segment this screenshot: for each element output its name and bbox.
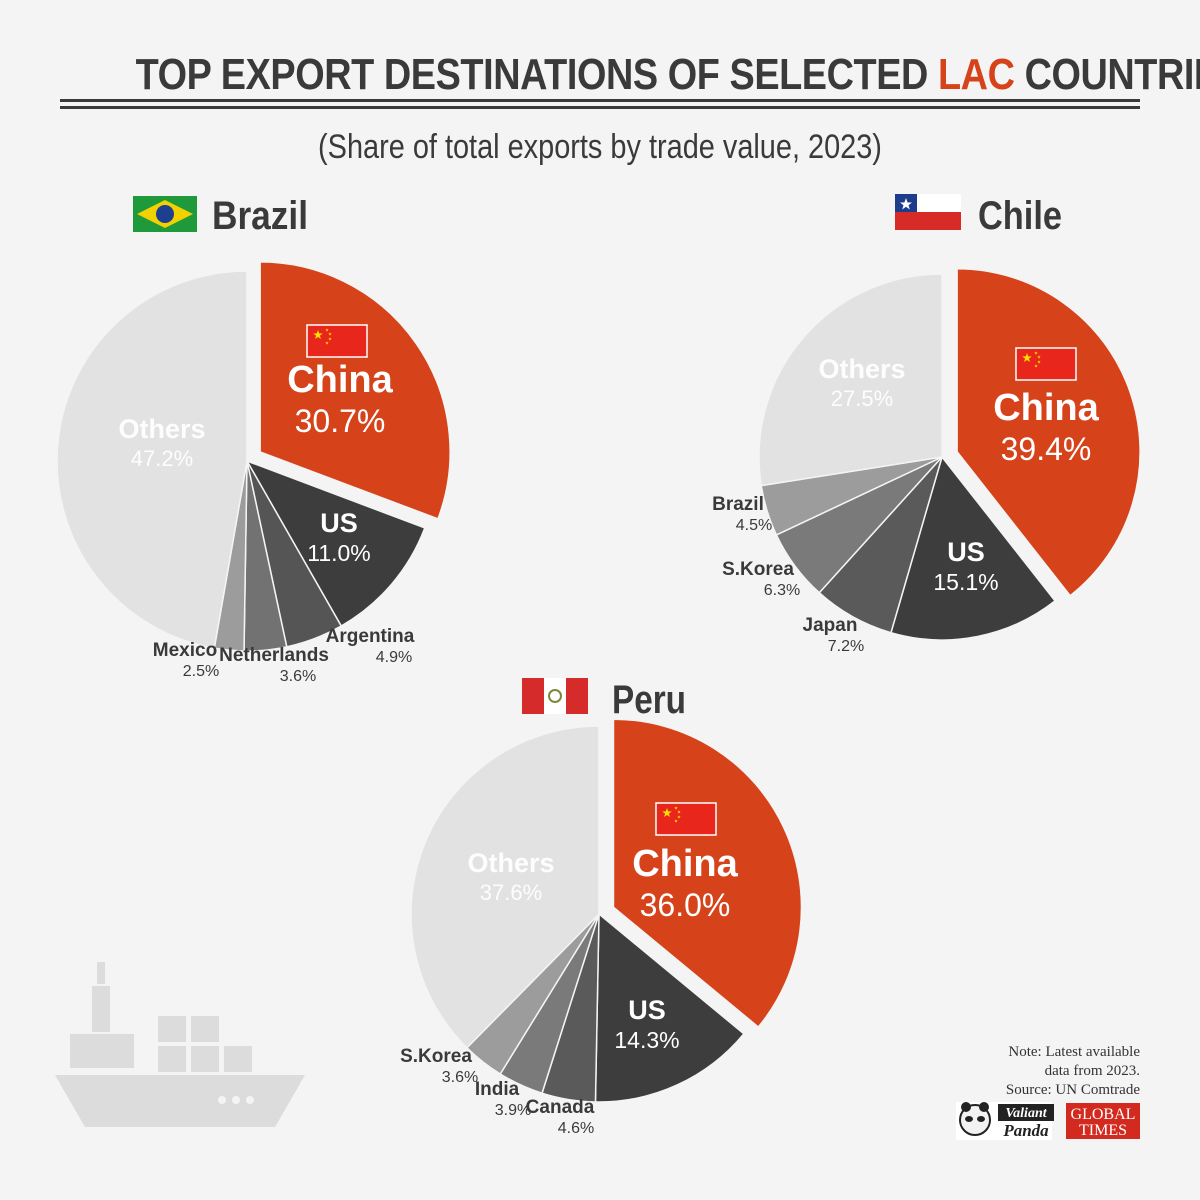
brazil-flag: [133, 196, 197, 232]
peru-us-label: US: [628, 995, 666, 1025]
title-accent: LAC: [937, 50, 1015, 99]
brazil-slice-others: [56, 270, 248, 650]
peru-china-label: China: [632, 843, 738, 885]
chile-flag: [895, 194, 961, 230]
brazil-netherlands-label: Netherlands: [219, 645, 329, 666]
chile-japan-value: 7.2%: [828, 638, 864, 655]
chile-us-label: US: [947, 537, 985, 567]
title-rule-top: [60, 99, 1140, 102]
chile-china-flag-icon: [1015, 347, 1077, 381]
peru-canada-value: 4.6%: [558, 1120, 594, 1137]
brazil-netherlands-value: 3.6%: [280, 668, 316, 685]
cargo-ship-icon: [55, 962, 305, 1127]
note-line2: data from 2023.: [1044, 1063, 1140, 1079]
global-times-line2: TIMES: [1079, 1122, 1127, 1139]
peru-s-korea-value: 3.6%: [442, 1069, 478, 1086]
source-note: Note: Latest available data from 2023. S…: [1006, 1043, 1140, 1100]
peru-title: Peru: [612, 678, 686, 722]
peru-others-value: 37.6%: [480, 880, 542, 905]
valiant-panda-logo: Valiant Panda: [956, 1102, 1054, 1140]
brazil-china-label: China: [287, 359, 393, 401]
peru-canada-label: Canada: [526, 1097, 595, 1118]
peru-india-value: 3.9%: [495, 1102, 531, 1119]
peru-china-value: 36.0%: [640, 887, 731, 923]
brazil-others-label: Others: [118, 414, 205, 444]
valiant-panda-line2: Panda: [1002, 1121, 1049, 1140]
chile-heading: Chile: [895, 194, 1062, 238]
chile-china-label: China: [993, 387, 1099, 429]
brazil-argentina-label: Argentina: [326, 626, 415, 647]
chile-brazil-label: Brazil: [712, 494, 764, 515]
title-part1: TOP EXPORT DESTINATIONS OF SELECTED: [135, 50, 938, 99]
global-times-logo: GLOBAL TIMES: [1066, 1103, 1140, 1139]
chile-slice-us: [890, 455, 1057, 641]
chile-slice-china: [956, 268, 1141, 597]
peru-s-korea-label: S.Korea: [400, 1046, 472, 1067]
chile-others-label: Others: [818, 354, 905, 384]
peru-flag: [522, 678, 588, 714]
valiant-panda-line1: Valiant: [1005, 1106, 1047, 1121]
note-line1: Note: Latest available: [1008, 1044, 1140, 1060]
pie-charts: China30.7%US11.0%Argentina4.9%Netherland…: [56, 261, 1141, 1137]
chile-china-value: 39.4%: [1001, 431, 1092, 467]
chile-slice-others: [758, 273, 943, 487]
title-part2: COUNTRIES: [1024, 50, 1200, 99]
source-line: Source: UN Comtrade: [1005, 1082, 1140, 1098]
chile-japan-label: Japan: [803, 615, 858, 636]
peru-china-flag-icon: [655, 802, 717, 836]
peru-others-label: Others: [467, 848, 554, 878]
chile-others-value: 27.5%: [831, 386, 893, 411]
brazil-argentina-value: 4.9%: [376, 649, 412, 666]
page-subtitle: (Share of total exports by trade value, …: [318, 128, 882, 166]
title-block: TOP EXPORT DESTINATIONS OF SELECTED LAC …: [60, 50, 1200, 100]
global-times-line1: GLOBAL: [1071, 1106, 1136, 1123]
title-rule-bottom: [60, 106, 1140, 109]
brazil-others-value: 47.2%: [131, 446, 193, 471]
peru-india-label: India: [475, 1079, 520, 1100]
chile-s-korea-label: S.Korea: [722, 559, 794, 580]
peru-us-value: 14.3%: [614, 1027, 679, 1053]
peru-heading: Peru: [522, 678, 686, 722]
brazil-china-flag-icon: [306, 324, 368, 358]
chile-s-korea-value: 6.3%: [764, 582, 800, 599]
brazil-heading: Brazil: [133, 194, 308, 238]
page-title: TOP EXPORT DESTINATIONS OF SELECTED LAC …: [135, 50, 1200, 100]
brazil-us-value: 11.0%: [307, 540, 371, 566]
peru-slice-us: [594, 912, 745, 1103]
brazil-mexico-label: Mexico: [153, 640, 217, 661]
chile-title: Chile: [978, 194, 1062, 238]
brazil-china-value: 30.7%: [295, 403, 386, 439]
brazil-us-label: US: [320, 508, 358, 538]
peru-slice-others: [410, 725, 600, 1049]
chile-brazil-value: 4.5%: [736, 517, 772, 534]
brazil-title: Brazil: [212, 194, 308, 238]
brazil-slice-us: [245, 459, 426, 628]
brazil-mexico-value: 2.5%: [183, 663, 219, 680]
chile-us-value: 15.1%: [933, 569, 998, 595]
peru-slice-china: [612, 718, 803, 1029]
